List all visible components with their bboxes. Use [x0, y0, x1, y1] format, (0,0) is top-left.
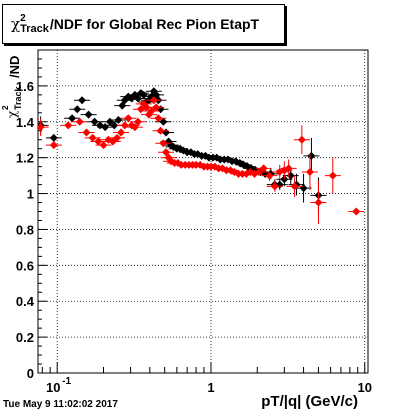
data-point [133, 117, 142, 126]
data-point [270, 182, 279, 191]
data-point [49, 141, 58, 150]
data-point [284, 164, 293, 173]
data-point [254, 168, 263, 177]
y-tick-label: 0.8 [16, 222, 34, 237]
data-point [110, 121, 119, 130]
data-point [305, 168, 314, 177]
axis-ticks: 00.20.40.60.811.21.41.610 -1 1 10 [16, 49, 372, 395]
data-point [90, 117, 99, 126]
data-point [113, 133, 122, 142]
data-point [49, 133, 58, 142]
data-point [117, 128, 126, 137]
y-axis-label-symbol: χ [5, 110, 19, 118]
data-point [149, 96, 158, 105]
data-point [297, 135, 306, 144]
title-symbol: χ [11, 15, 21, 33]
timestamp-footer: Tue May 9 11:02:02 2017 [3, 399, 118, 410]
data-point [159, 139, 168, 148]
title-subscript: Track [20, 23, 49, 35]
data-point [147, 107, 156, 116]
data-point [328, 171, 337, 180]
data-point [352, 207, 361, 216]
data-point [130, 123, 139, 132]
y-axis-label-sup: 2 [1, 105, 10, 110]
x-tick-label: 10 [46, 380, 60, 395]
y-tick-label: 1.6 [16, 79, 34, 94]
data-point [75, 117, 84, 126]
data-point [299, 184, 308, 193]
data-point [124, 114, 133, 123]
data-point [307, 151, 316, 160]
data-point [314, 198, 323, 207]
y-tick-label: 1.2 [16, 151, 34, 166]
data-point [152, 103, 161, 112]
data-point [38, 123, 45, 132]
series-black [38, 87, 327, 214]
y-axis-label: χ 2 Track /ND [1, 56, 23, 118]
data-series [38, 87, 365, 225]
y-tick-label: 0.4 [16, 294, 35, 309]
data-point [68, 114, 77, 123]
chart-title-box: χ 2 Track /NDF for Global Rec Pion EtapT [2, 4, 285, 44]
x-tick-label: 10 [358, 380, 372, 395]
data-point [73, 105, 82, 114]
x-tick-label: 1 [207, 380, 214, 395]
series-red [38, 96, 365, 225]
data-point [290, 182, 299, 191]
data-point [82, 128, 91, 137]
data-point [64, 121, 73, 130]
y-tick-label: 0.6 [16, 258, 34, 273]
x-tick-label-exponent: -1 [62, 376, 71, 387]
y-tick-label: 0.2 [16, 330, 34, 345]
data-point [120, 96, 129, 105]
data-point [99, 141, 108, 150]
title-rest: /NDF for Global Rec Pion EtapT [49, 16, 260, 32]
x-axis-label: pT/|q| (GeV/c) [261, 393, 358, 410]
data-point [259, 164, 268, 173]
data-point [286, 171, 295, 180]
data-point [142, 103, 151, 112]
data-point [133, 94, 142, 103]
title-scripts: 2 Track [20, 13, 49, 35]
y-axis-label-sub: Track [13, 85, 23, 110]
y-tick-label: 1 [27, 187, 34, 202]
series-group [38, 87, 365, 225]
chart-title: χ 2 Track /NDF for Global Rec Pion EtapT [3, 5, 284, 43]
data-point [159, 117, 168, 126]
data-point [84, 110, 93, 119]
data-point [265, 171, 274, 180]
data-point [78, 96, 87, 105]
data-point [94, 137, 103, 146]
y-axis-label-suffix: /ND [7, 56, 22, 78]
data-point [88, 133, 97, 142]
y-tick-label: 0 [27, 366, 34, 381]
data-point [156, 126, 165, 135]
data-point [154, 114, 163, 123]
y-tick-label: 1.4 [16, 115, 35, 130]
title-superscript: 2 [20, 13, 26, 24]
